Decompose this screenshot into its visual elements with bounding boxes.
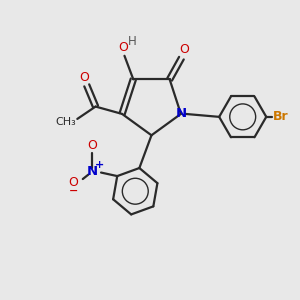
Text: −: − [68,186,78,196]
Text: O: O [179,44,189,56]
Text: O: O [118,41,128,54]
Text: O: O [87,139,97,152]
Text: N: N [176,107,187,120]
Text: O: O [68,176,78,189]
Text: CH₃: CH₃ [56,118,76,128]
Text: Br: Br [273,110,288,123]
Text: H: H [128,34,137,48]
Text: +: + [95,160,104,170]
Text: O: O [80,70,89,84]
Text: N: N [87,165,98,178]
